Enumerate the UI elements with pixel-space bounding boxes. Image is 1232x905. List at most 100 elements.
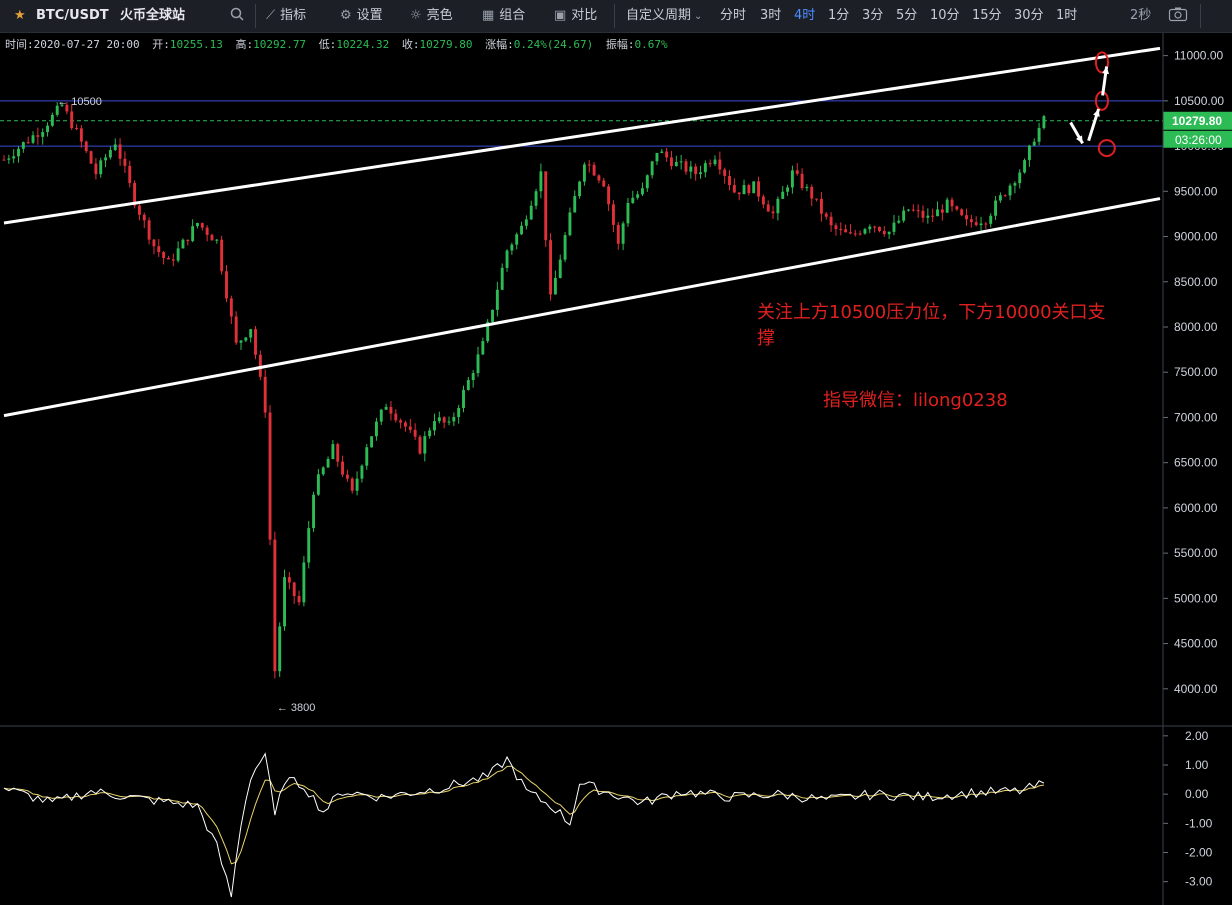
osc-tick-label: -2.00 (1185, 846, 1213, 860)
candle-body (573, 196, 577, 213)
period-tab[interactable]: 5分 (896, 8, 918, 23)
custom-period-dropdown[interactable]: 自定义周期 ⌄ (626, 0, 702, 32)
candle-body (186, 239, 190, 242)
candle-body (945, 199, 949, 213)
candle-body (181, 239, 185, 249)
candle-body (113, 144, 117, 150)
period-tab[interactable]: 10分 (930, 8, 960, 23)
settings-label: 设置 (356, 8, 383, 23)
candle-body (616, 224, 620, 244)
period-tab[interactable]: 1分 (828, 8, 850, 23)
candle-body (844, 229, 848, 233)
period-tab[interactable]: 1时 (1056, 8, 1078, 23)
candle-body (529, 205, 533, 220)
osc-tick-label: -1.00 (1185, 816, 1213, 830)
candle-body (940, 209, 944, 213)
candle-body (355, 478, 359, 491)
support-circle-10000 (1097, 139, 1116, 158)
candle-body (225, 271, 228, 299)
exchange-label[interactable]: 火币全球站 (120, 8, 186, 23)
candle-body (123, 158, 127, 166)
candle-body (491, 309, 494, 322)
camera-icon[interactable] (1168, 0, 1188, 32)
favorite-star-icon[interactable]: ★ (14, 8, 26, 23)
candle-body (428, 430, 432, 437)
candle-body (747, 185, 751, 194)
candle-body (128, 165, 132, 183)
target-circle-11000 (1094, 51, 1109, 74)
candle-body (7, 158, 11, 160)
candle-body (46, 125, 49, 133)
y-tick-label: 8000.00 (1174, 320, 1218, 334)
candle-body (708, 163, 712, 165)
symbol-label[interactable]: BTC/USDT (36, 8, 109, 23)
candle-body (137, 205, 141, 215)
annotation-line-2: 撑 (757, 328, 775, 349)
period-tab[interactable]: 分时 (720, 8, 747, 23)
indicator-button[interactable]: ⟋ 指标 (266, 0, 306, 32)
candle-body (60, 104, 64, 106)
candle-body (732, 185, 736, 193)
search-icon[interactable] (230, 0, 244, 32)
channel-upper-line[interactable] (3, 46, 1161, 225)
candle-body (553, 277, 557, 295)
candle-body (104, 157, 108, 161)
candle-body (882, 230, 886, 235)
compare-button[interactable]: ▣ 对比 (554, 0, 597, 32)
candle-body (510, 244, 514, 251)
candle-body (229, 298, 233, 317)
candle-body (466, 380, 470, 390)
refresh-interval-label[interactable]: 2秒 (1130, 8, 1152, 23)
candle-body (718, 159, 722, 170)
candle-body (848, 232, 852, 234)
candle-body (805, 186, 809, 189)
channel-lower-line[interactable] (3, 197, 1161, 418)
period-tab[interactable]: 3分 (862, 8, 884, 23)
y-tick-label: 10500.00 (1174, 94, 1224, 108)
candle-body (544, 171, 548, 241)
candle-body (955, 206, 959, 210)
candle-body (162, 252, 166, 258)
candle-body (650, 161, 654, 176)
high-label: 高: (235, 38, 254, 51)
chart-area[interactable]: ← 10500← 3800 11000.0010500.0010000.0095… (0, 33, 1232, 905)
period-tab[interactable]: 15分 (972, 8, 1002, 23)
candle-body (65, 104, 69, 112)
candle-body (399, 420, 403, 423)
candle-body (829, 216, 833, 226)
candle-body (379, 409, 383, 422)
light-theme-button[interactable]: ☼ 亮色 (410, 0, 453, 32)
period-tab[interactable]: 30分 (1014, 8, 1044, 23)
period-tab-active[interactable]: 4时 (794, 8, 816, 23)
candle-body (418, 436, 422, 454)
candle-body (936, 209, 939, 217)
change-label: 涨幅: (485, 38, 514, 51)
chevron-down-icon: ⌄ (694, 11, 703, 22)
candle-body (75, 128, 79, 130)
candle-body (1032, 141, 1036, 146)
candle-body (892, 222, 896, 232)
candle-body (819, 198, 823, 214)
candle-body (142, 214, 146, 221)
candle-body (790, 170, 794, 188)
candle-body (302, 562, 306, 603)
candle-body (515, 234, 519, 245)
candle-body (234, 316, 238, 343)
period-tab[interactable]: 3时 (760, 8, 782, 23)
settings-button[interactable]: ⚙ 设置 (340, 0, 383, 32)
candle-body (815, 198, 819, 200)
candle-body (674, 161, 678, 167)
candle-body (26, 142, 30, 144)
candle-body (979, 223, 983, 226)
candle-body (176, 248, 180, 261)
candle-body (858, 233, 862, 235)
layout-button[interactable]: ▦ 组合 (482, 0, 525, 32)
layout-label: 组合 (499, 8, 526, 23)
change-value: 0.24%(24.67) (513, 38, 594, 51)
candle-body (374, 421, 378, 437)
candle-body (486, 321, 490, 342)
candle-body (99, 160, 103, 175)
candle-body (442, 417, 446, 423)
candle-body (539, 171, 543, 192)
candle-body (268, 412, 272, 540)
